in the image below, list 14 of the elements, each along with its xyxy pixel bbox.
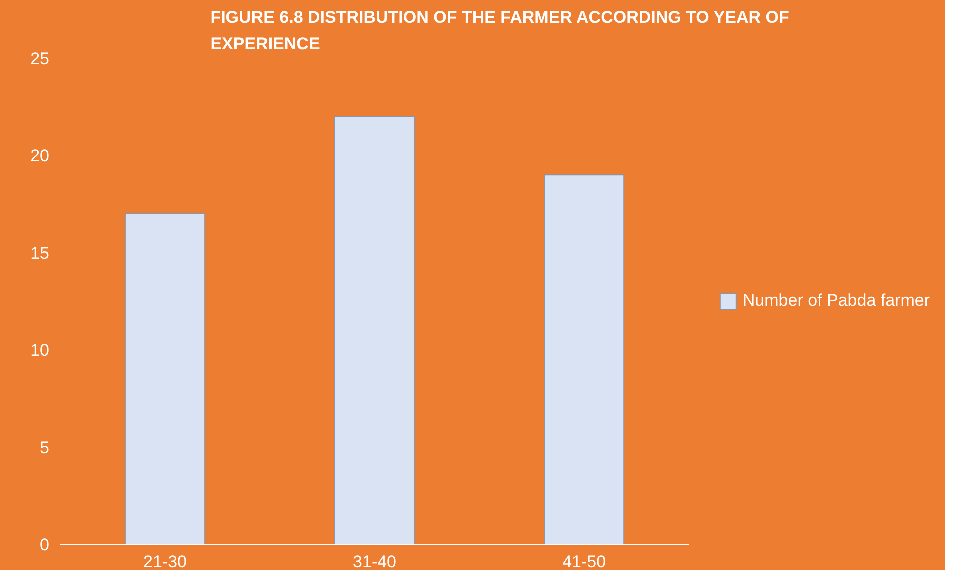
bar	[124, 214, 206, 544]
x-tick-label: 21-30	[144, 552, 188, 572]
bar	[544, 174, 625, 544]
y-tick-label: 20	[30, 146, 50, 166]
legend-label: Number of Pabda farmer	[742, 291, 930, 311]
y-tick-label: 5	[40, 438, 50, 458]
chart-title: FIGURE 6.8 DISTRIBUTION OF THE FARMER ACCORDING TO YEAR OF EXPERIENCE	[210, 8, 790, 54]
y-tick-label: 15	[30, 244, 50, 263]
x-tick-label: 31-40	[353, 552, 397, 572]
y-tick-label: 10	[30, 341, 50, 360]
x-tick-label: 41-50	[562, 552, 606, 572]
bar	[334, 116, 416, 544]
y-tick-label: 0	[40, 536, 50, 554]
y-tick-label: 25	[30, 50, 50, 68]
